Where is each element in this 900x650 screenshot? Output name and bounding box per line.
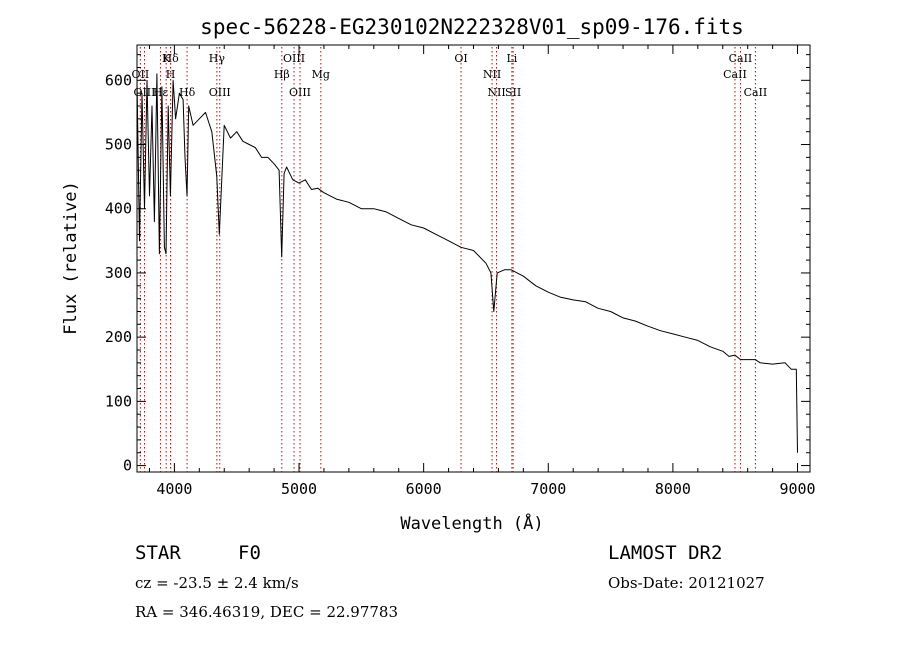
y-tick-label-2: 200: [105, 328, 132, 346]
line-label-19: CaII: [723, 68, 747, 81]
x-axis: 4000 5000 6000 7000 8000 9000: [148, 45, 816, 498]
x-tick-label-0: 4000: [156, 480, 192, 498]
y-tick-label-4: 400: [105, 200, 132, 218]
line-label-15: NII: [487, 86, 505, 99]
line-label-10: Hβ: [274, 68, 290, 81]
y-axis-label: Flux (relative): [61, 181, 81, 335]
y-tick-label-1: 100: [105, 392, 132, 410]
redshift-text: cz = -23.5 ± 2.4 km/s: [135, 574, 299, 592]
line-label-12: Mg: [312, 68, 330, 81]
y-tick-label-0: 0: [123, 457, 132, 475]
observation-date: Obs-Date: 20121027: [608, 574, 765, 592]
survey-name: LAMOST DR2: [608, 542, 723, 564]
line-label-7: Hγ: [209, 52, 226, 65]
line-label-3: OII: [132, 68, 150, 81]
line-label-16: Li: [506, 52, 517, 65]
line-label-18: CaII: [729, 52, 753, 65]
y-tick-label-6: 600: [105, 71, 132, 89]
x-tick-label-3: 7000: [530, 480, 566, 498]
line-label-6: Hδ: [179, 86, 196, 99]
chart-title: spec-56228-EG230102N222328V01_sp09-176.f…: [200, 15, 744, 39]
plot-frame: [136, 44, 811, 473]
object-subclass: F0: [238, 542, 261, 564]
line-label-2: H: [166, 68, 176, 81]
spectrum-chart: spec-56228-EG230102N222328V01_sp09-176.f…: [61, 15, 816, 534]
x-axis-label: Wavelength (Å): [400, 512, 543, 534]
line-label-5: Hε: [153, 86, 169, 99]
line-label-11: OIII: [289, 86, 311, 99]
y-axis: 0 100 200 300 400 500 600: [105, 54, 810, 475]
line-label-8: OIII: [209, 86, 231, 99]
line-label-20: CaII: [744, 86, 768, 99]
series-layer: [136, 73, 798, 453]
line-label-13: OI: [454, 52, 467, 65]
x-tick-label-2: 6000: [406, 480, 442, 498]
object-class: STAR: [135, 542, 181, 564]
line-label-1: K: [162, 52, 171, 65]
line-label-9: OIII: [283, 52, 305, 65]
line-label-17: SII: [505, 86, 521, 99]
y-tick-label-3: 300: [105, 264, 132, 282]
coordinates-text: RA = 346.46319, DEC = 22.97783: [135, 603, 399, 621]
y-tick-label-5: 500: [105, 136, 132, 154]
line-label-14: NII: [483, 68, 501, 81]
line-label-4: OIII: [133, 86, 155, 99]
x-tick-label-1: 5000: [281, 480, 317, 498]
x-tick-label-5: 9000: [779, 480, 815, 498]
x-tick-label-4: 8000: [655, 480, 691, 498]
line-label-0: Hδ: [163, 52, 180, 65]
series-line-0: [136, 73, 798, 453]
